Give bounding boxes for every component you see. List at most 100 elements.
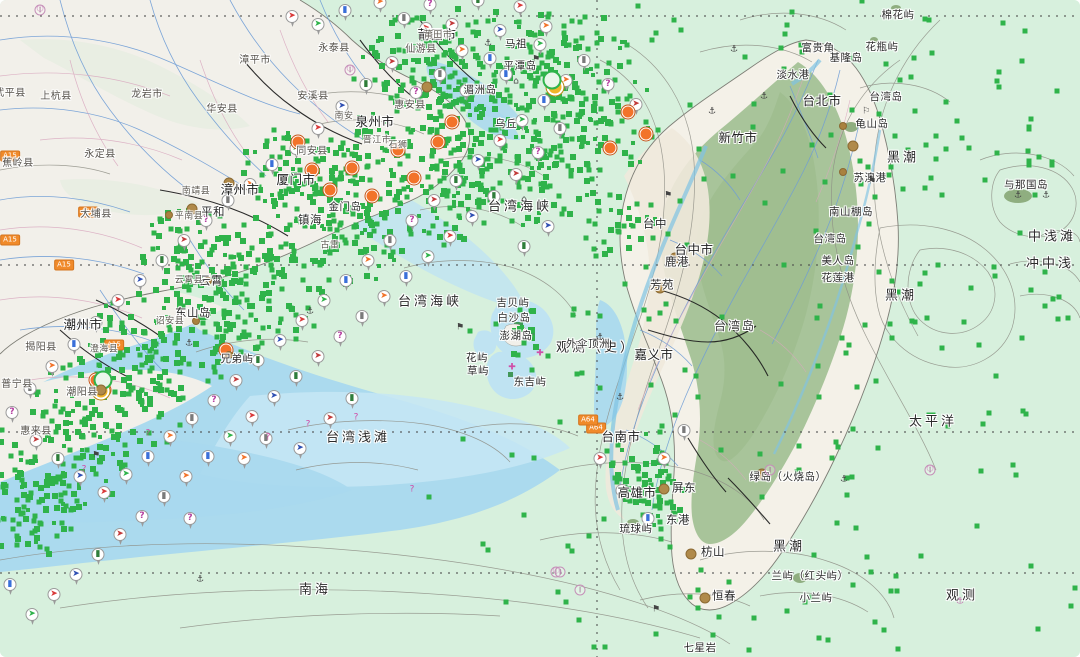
ais-vessel-marker[interactable]	[528, 334, 532, 339]
ais-vessel-marker[interactable]	[839, 335, 845, 340]
ais-vessel-marker[interactable]	[110, 451, 115, 456]
ais-vessel-marker[interactable]	[615, 138, 620, 144]
ais-vessel-marker[interactable]	[524, 91, 529, 96]
ais-vessel-marker[interactable]	[184, 299, 191, 306]
ais-vessel-marker[interactable]	[317, 176, 323, 182]
ais-vessel-marker[interactable]	[994, 150, 1000, 156]
ais-vessel-marker[interactable]	[428, 69, 435, 76]
ais-vessel-marker[interactable]	[414, 15, 420, 21]
ais-vessel-marker[interactable]	[382, 209, 389, 216]
ais-vessel-marker[interactable]	[673, 318, 679, 324]
ais-vessel-marker[interactable]	[548, 66, 555, 73]
ais-vessel-marker[interactable]	[829, 455, 835, 461]
ais-vessel-marker[interactable]	[918, 553, 924, 559]
ais-vessel-marker[interactable]	[119, 320, 125, 326]
ais-vessel-marker[interactable]	[404, 194, 410, 200]
ais-vessel-marker[interactable]	[223, 328, 229, 334]
ais-vessel-marker[interactable]	[630, 223, 636, 228]
ais-vessel-marker[interactable]	[355, 128, 362, 135]
ais-vessel-marker[interactable]	[18, 450, 24, 456]
ais-vessel-marker[interactable]	[299, 214, 306, 221]
ais-vessel-marker[interactable]	[48, 480, 55, 487]
ais-vessel-marker[interactable]	[627, 206, 632, 211]
ais-vessel-marker[interactable]	[541, 153, 548, 160]
ais-vessel-marker[interactable]	[561, 206, 567, 212]
ais-vessel-marker[interactable]	[438, 113, 444, 119]
ais-vessel-marker[interactable]	[75, 504, 82, 511]
ais-vessel-marker[interactable]	[74, 498, 80, 504]
ais-vessel-marker[interactable]	[333, 242, 339, 248]
ais-vessel-marker[interactable]	[618, 45, 623, 50]
ais-vessel-marker[interactable]	[61, 443, 66, 448]
ais-vessel-marker[interactable]	[405, 126, 411, 132]
ais-vessel-marker[interactable]	[597, 141, 604, 148]
ais-vessel-marker[interactable]	[615, 442, 621, 448]
ais-vessel-marker[interactable]	[430, 59, 437, 66]
ais-vessel-marker[interactable]	[576, 196, 583, 203]
ais-vessel-marker[interactable]	[61, 507, 68, 514]
ais-vessel-marker[interactable]	[571, 306, 577, 312]
ais-vessel-marker[interactable]	[112, 389, 118, 395]
ais-vessel-marker[interactable]	[48, 437, 55, 444]
ais-vessel-marker[interactable]	[467, 96, 474, 102]
ais-vessel-marker[interactable]	[413, 46, 419, 52]
ais-vessel-marker[interactable]	[378, 62, 385, 69]
ais-vessel-marker[interactable]	[436, 86, 442, 93]
ais-vessel-marker[interactable]	[520, 175, 525, 181]
ais-vessel-marker[interactable]	[311, 323, 317, 329]
ais-vessel-marker[interactable]	[122, 462, 128, 468]
ais-vessel-marker[interactable]	[576, 166, 583, 173]
ais-vessel-marker[interactable]	[519, 105, 525, 111]
ais-vessel-marker[interactable]	[141, 297, 147, 303]
ais-vessel-marker[interactable]	[381, 158, 386, 162]
ais-vessel-marker[interactable]	[388, 19, 395, 26]
ais-vessel-marker[interactable]	[565, 543, 571, 549]
ais-vessel-marker[interactable]	[1028, 563, 1034, 568]
ais-vessel-marker[interactable]	[443, 50, 449, 56]
ais-vessel-marker[interactable]	[478, 72, 483, 76]
ais-vessel-marker[interactable]	[268, 231, 274, 237]
ais-vessel-marker[interactable]	[440, 187, 447, 194]
ais-vessel-marker[interactable]	[130, 328, 137, 334]
ais-vessel-marker[interactable]	[37, 544, 43, 550]
ais-vessel-marker[interactable]	[218, 279, 224, 286]
ais-vessel-marker[interactable]	[44, 546, 50, 552]
ais-vessel-marker[interactable]	[97, 412, 104, 419]
ais-vessel-pin[interactable]: ▮	[471, 0, 485, 12]
ais-vessel-marker[interactable]	[242, 149, 249, 156]
ais-vessel-marker[interactable]	[307, 193, 314, 200]
ais-vessel-marker[interactable]	[253, 345, 260, 351]
ais-vessel-marker[interactable]	[974, 523, 980, 529]
ais-vessel-marker[interactable]	[614, 479, 620, 485]
ais-vessel-marker[interactable]	[75, 428, 81, 435]
ais-vessel-marker[interactable]	[650, 235, 655, 241]
ais-vessel-marker[interactable]	[355, 154, 362, 161]
ais-vessel-marker[interactable]	[443, 221, 449, 227]
ais-vessel-marker[interactable]	[82, 417, 89, 424]
ais-vessel-marker[interactable]	[318, 190, 325, 197]
ais-vessel-marker[interactable]	[549, 48, 556, 55]
ais-vessel-marker[interactable]	[446, 84, 452, 90]
ais-vessel-marker[interactable]	[248, 312, 254, 318]
ais-vessel-marker[interactable]	[207, 251, 214, 258]
ais-vessel-marker[interactable]	[521, 512, 527, 517]
ais-vessel-marker[interactable]	[275, 328, 281, 334]
ais-vessel-marker[interactable]	[441, 168, 448, 175]
ais-vessel-marker[interactable]	[888, 588, 894, 594]
ais-vessel-marker[interactable]	[580, 134, 586, 141]
ais-vessel-marker[interactable]	[51, 520, 56, 525]
ais-vessel-marker[interactable]	[816, 635, 821, 641]
ais-vessel-marker[interactable]	[295, 157, 302, 164]
ais-vessel-marker[interactable]	[578, 100, 585, 107]
ais-vessel-marker[interactable]	[651, 522, 656, 527]
ais-vessel-marker[interactable]	[362, 134, 369, 141]
ais-vessel-marker[interactable]	[330, 212, 336, 217]
ais-vessel-marker[interactable]	[428, 39, 432, 44]
ais-vessel-marker[interactable]	[462, 63, 469, 69]
ais-vessel-marker[interactable]	[273, 136, 278, 141]
ais-vessel-marker[interactable]	[659, 423, 665, 429]
ais-vessel-marker[interactable]	[258, 237, 265, 244]
ais-vessel-marker[interactable]	[520, 68, 527, 74]
ais-vessel-marker[interactable]	[596, 208, 601, 214]
ais-vessel-marker[interactable]	[202, 329, 208, 335]
